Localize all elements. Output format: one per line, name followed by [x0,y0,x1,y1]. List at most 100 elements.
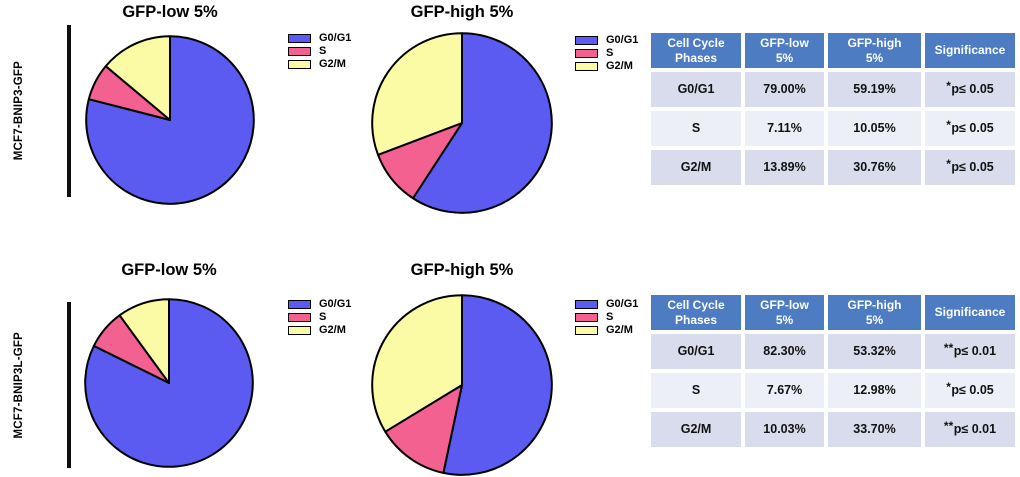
significance-stars: ** [943,418,954,433]
table-cell-gfp-low: 79.00% [745,72,824,107]
significance-text: p≤ 0.05 [951,121,994,135]
legend-swatch-s [575,313,598,322]
legend-item: G2/M [288,58,351,70]
table-header-cell: GFP-high 5% [828,33,921,68]
significance-stars: * [946,117,951,132]
legend-swatch-s [575,49,598,58]
legend-item: G0/G1 [575,298,639,310]
legend-label: G0/G1 [606,34,639,46]
significance-stars: * [946,78,951,93]
legend-item: G0/G1 [288,32,352,44]
table-cell-gfp-low: 13.89% [745,150,824,185]
significance-text: p≤ 0.01 [953,344,997,358]
pie-legend: G0/G1 S G2/M [575,34,639,72]
significance-stars: * [946,156,951,171]
table-cell-gfp-low: 82.30% [745,334,824,369]
pie-title: GFP-low 5% [121,261,217,279]
pie-title: GFP-high 5% [410,3,514,21]
legend-label: S [319,45,327,57]
legend-label: G2/M [319,324,346,336]
legend-item: S [288,311,351,323]
group-label-box: MCF7-BNIP3L-GFP [4,302,34,468]
legend-item: S [575,311,638,323]
pie-chart-gfp-low-bnip3l [83,297,255,474]
table-cell-gfp-low: 7.11% [745,111,824,146]
legend-item: G2/M [288,324,351,336]
legend-label: G0/G1 [319,298,352,310]
legend-swatch-g0g1 [575,36,598,45]
legend-swatch-s [288,313,311,322]
table-cell-phase: S [651,111,741,146]
legend-item: G0/G1 [575,34,639,46]
table-header-cell: Cell Cycle Phases [651,33,741,68]
legend-label: G2/M [319,58,346,70]
significance-text: p≤ 0.05 [951,160,994,174]
significance-stars: ** [943,340,954,355]
significance-text: p≤ 0.01 [953,422,997,436]
significance-text: p≤ 0.05 [951,383,994,397]
group-bracket-line [67,302,71,468]
legend-label: G2/M [606,60,633,72]
table-header-cell: GFP-low 5% [745,295,824,330]
table-cell-significance: * p≤ 0.05 [925,150,1015,185]
table-cell-significance: ** p≤ 0.01 [925,334,1015,369]
legend-label: G0/G1 [606,298,639,310]
table-cell-gfp-high: 53.32% [828,334,921,369]
table-cell-phase: S [651,373,741,408]
group-label: MCF7-BNIP3L-GFP [13,331,25,439]
table-cell-phase: G0/G1 [651,72,741,107]
table-header-cell: Significance [925,33,1015,68]
table-cell-significance: ** p≤ 0.01 [925,412,1015,447]
pie-chart-gfp-high-bnip3l [370,293,554,477]
significance-text: p≤ 0.05 [951,82,994,96]
legend-swatch-s [288,47,311,56]
legend-swatch-g2m [288,326,311,335]
legend-swatch-g2m [575,62,598,71]
cell-cycle-table-bnip3: Cell Cycle Phases GFP-low 5% GFP-high 5%… [651,33,1015,185]
table-cell-significance: * p≤ 0.05 [925,72,1015,107]
pie-legend: G0/G1 S G2/M [288,32,352,70]
group-bracket-line [67,25,71,197]
legend-label: S [606,311,614,323]
legend-swatch-g0g1 [288,34,311,43]
pie-chart-gfp-high-bnip3 [370,31,554,220]
table-header-cell: Significance [925,295,1015,330]
table-header-cell: GFP-high 5% [828,295,921,330]
table-cell-significance: * p≤ 0.05 [925,373,1015,408]
table-cell-gfp-high: 12.98% [828,373,921,408]
cell-cycle-table-bnip3l: Cell Cycle Phases GFP-low 5% GFP-high 5%… [651,295,1015,447]
table-header-cell: Cell Cycle Phases [651,295,741,330]
table-cell-gfp-low: 7.67% [745,373,824,408]
pie-title: GFP-low 5% [122,3,218,21]
table-cell-phase: G2/M [651,412,741,447]
legend-label: S [606,47,614,59]
significance-stars: * [946,379,951,394]
table-cell-gfp-high: 30.76% [828,150,921,185]
legend-item: G0/G1 [288,298,352,310]
group-label-box: MCF7-BNIP3-GFP [4,25,34,197]
group-label: MCF7-BNIP3-GFP [13,61,25,161]
legend-item: G2/M [575,60,638,72]
pie-chart-gfp-low-bnip3 [84,34,256,211]
legend-item: S [288,45,351,57]
table-cell-gfp-high: 59.19% [828,72,921,107]
table-cell-significance: * p≤ 0.05 [925,111,1015,146]
legend-swatch-g2m [575,326,598,335]
table-cell-phase: G2/M [651,150,741,185]
legend-label: S [319,311,327,323]
legend-label: G0/G1 [319,32,352,44]
pie-title: GFP-high 5% [410,261,514,279]
table-cell-gfp-high: 10.05% [828,111,921,146]
pie-legend: G0/G1 S G2/M [575,298,639,336]
legend-swatch-g2m [288,60,311,69]
table-header-cell: GFP-low 5% [745,33,824,68]
table-cell-gfp-low: 10.03% [745,412,824,447]
table-cell-phase: G0/G1 [651,334,741,369]
legend-swatch-g0g1 [575,300,598,309]
legend-swatch-g0g1 [288,300,311,309]
legend-item: S [575,47,638,59]
pie-legend: G0/G1 S G2/M [288,298,352,336]
legend-label: G2/M [606,324,633,336]
legend-item: G2/M [575,324,638,336]
